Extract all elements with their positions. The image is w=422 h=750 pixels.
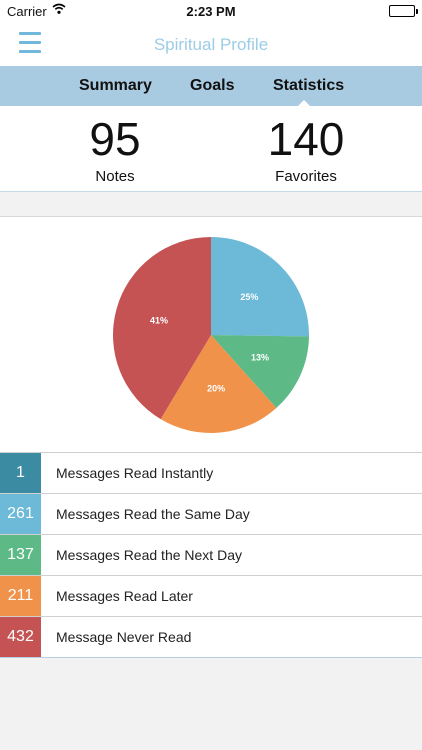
- list-item[interactable]: 211 Messages Read Later: [0, 576, 422, 617]
- wifi-icon: [52, 3, 66, 18]
- favorites-stat[interactable]: 140 Favorites: [226, 116, 386, 185]
- hamburger-menu-icon[interactable]: [19, 32, 41, 54]
- legend-count: 261: [0, 494, 41, 534]
- legend-label: Messages Read Instantly: [56, 465, 214, 481]
- list-item[interactable]: 432 Message Never Read: [0, 617, 422, 658]
- segment-tab-bar: Summary Goals Statistics: [0, 66, 422, 106]
- notes-count: 95: [89, 113, 141, 165]
- active-tab-indicator: [297, 100, 311, 107]
- battery-icon: [389, 5, 418, 17]
- page-title: Spiritual Profile: [153, 35, 269, 54]
- pie-slice: [160, 335, 277, 433]
- pie-slice: [113, 237, 211, 420]
- notes-stat[interactable]: 95 Notes: [35, 116, 195, 185]
- pie-chart-panel: 25% 13% 20% 41%: [0, 216, 422, 452]
- pie-slice: [211, 335, 309, 409]
- carrier-label: Carrier: [7, 4, 47, 19]
- legend-label: Messages Read the Next Day: [56, 547, 242, 563]
- pie-slice-label: 20%: [207, 384, 225, 394]
- pie-slice-label: 13%: [251, 352, 269, 362]
- list-item[interactable]: 1 Messages Read Instantly: [0, 453, 422, 494]
- message-stats-list: 1 Messages Read Instantly 261 Messages R…: [0, 452, 422, 658]
- favorites-label: Favorites: [275, 168, 337, 185]
- status-bar: Carrier 2:23 PM: [0, 0, 422, 22]
- pie-slice-label: 25%: [240, 292, 258, 302]
- legend-count: 1: [0, 453, 41, 493]
- legend-label: Messages Read Later: [56, 588, 193, 604]
- favorites-count: 140: [267, 113, 345, 165]
- pie-slice: [211, 237, 310, 337]
- stats-panel: 95 Notes 140 Favorites: [0, 106, 422, 192]
- pie-chart: 25% 13% 20% 41%: [113, 237, 310, 433]
- navigation-bar: Spiritual Profile: [0, 22, 422, 66]
- legend-count: 211: [0, 576, 41, 616]
- pie-slice-label: 41%: [150, 316, 168, 326]
- tab-statistics[interactable]: Statistics: [273, 77, 345, 94]
- tab-goals[interactable]: Goals: [190, 77, 235, 94]
- list-item[interactable]: 137 Messages Read the Next Day: [0, 535, 422, 576]
- legend-count: 432: [0, 617, 41, 657]
- legend-label: Message Never Read: [56, 629, 192, 645]
- list-item[interactable]: 261 Messages Read the Same Day: [0, 494, 422, 535]
- clock-time: 2:23 PM: [186, 4, 236, 19]
- tab-summary[interactable]: Summary: [79, 77, 152, 94]
- legend-label: Messages Read the Same Day: [56, 506, 250, 522]
- notes-label: Notes: [95, 168, 135, 185]
- legend-count: 137: [0, 535, 41, 575]
